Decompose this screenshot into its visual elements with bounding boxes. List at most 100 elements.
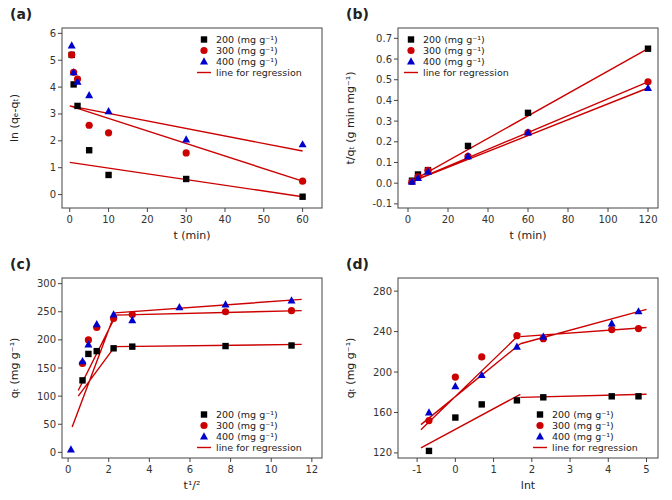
x-tick (230, 458, 231, 462)
panel: (d)-1012345120160200240280lntqₜ (mg g⁻¹)… (344, 256, 658, 492)
y-tick (394, 291, 398, 292)
legend-symbol (536, 432, 544, 439)
x-tick (417, 458, 418, 462)
y-axis-label: qₜ (mg g⁻¹) (8, 338, 21, 399)
y-tick (58, 60, 62, 61)
y-tick-label: 0.4 (376, 95, 392, 106)
legend-label: 200 (mg g⁻¹) (216, 34, 278, 45)
panel-title: (d) (346, 256, 369, 272)
y-tick-label: 280 (373, 286, 392, 297)
plot-frame (62, 28, 322, 208)
y-tick-label: 3 (50, 108, 56, 119)
plot-frame (62, 278, 322, 458)
x-tick (147, 208, 148, 212)
x-axis-label: lnt (521, 479, 536, 492)
y-tick-label: 200 (373, 367, 392, 378)
data-point (288, 307, 295, 314)
data-point (608, 326, 615, 333)
y-tick (394, 141, 398, 142)
data-point (539, 332, 547, 339)
data-point (635, 325, 642, 332)
legend-label: 400 (mg g⁻¹) (216, 431, 278, 442)
x-tick-label: 12 (305, 464, 318, 475)
y-tick (394, 331, 398, 332)
legend: 200 (mg g⁻¹)300 (mg g⁻¹)400 (mg g⁻¹)line… (197, 34, 302, 78)
y-tick (58, 368, 62, 369)
x-tick-label: 1 (490, 464, 496, 475)
x-tick-label: 120 (638, 214, 657, 225)
y-tick (58, 424, 62, 425)
x-tick-label: 2 (529, 464, 535, 475)
legend-label: 300 (mg g⁻¹) (423, 45, 485, 56)
data-point (288, 296, 296, 303)
data-point (70, 68, 78, 75)
y-tick (58, 87, 62, 88)
x-tick-label: 60 (296, 214, 309, 225)
legend-label: line for regression (423, 67, 509, 78)
data-point (608, 319, 616, 326)
regression-line (72, 299, 302, 427)
data-point (182, 135, 190, 142)
x-tick (311, 458, 312, 462)
legend-label: 200 (mg g⁻¹) (423, 34, 485, 45)
regression-line (70, 106, 303, 197)
y-tick-label: 6 (50, 28, 56, 39)
y-tick (58, 113, 62, 114)
y-tick-label: 0.5 (376, 74, 392, 85)
x-tick-label: 10 (102, 214, 115, 225)
legend: 200 (mg g⁻¹)300 (mg g⁻¹)400 (mg g⁻¹)line… (404, 34, 509, 78)
data-point (74, 78, 82, 85)
data-point (86, 147, 92, 153)
plot-data (421, 307, 647, 454)
data-point (69, 52, 75, 58)
legend-symbol (201, 411, 207, 417)
y-tick (58, 452, 62, 453)
data-point (540, 394, 546, 400)
x-tick-label: 40 (219, 214, 232, 225)
y-tick-label: 100 (37, 391, 56, 402)
x-tick (528, 208, 529, 212)
x-tick (108, 458, 109, 462)
y-tick-label: 120 (373, 447, 392, 458)
x-tick (488, 208, 489, 212)
legend-label: line for regression (216, 67, 302, 78)
panel-title: (b) (346, 6, 369, 22)
legend-symbol (533, 447, 547, 448)
data-point (85, 91, 93, 98)
legend-symbol (404, 72, 418, 73)
data-point (175, 303, 183, 310)
x-tick (448, 208, 449, 212)
y-tick (394, 372, 398, 373)
data-point (644, 84, 652, 91)
data-point (68, 51, 75, 58)
y-tick (394, 162, 398, 163)
x-tick (302, 208, 303, 212)
legend-symbol (408, 36, 414, 42)
x-tick-label: 20 (442, 214, 455, 225)
y-tick-label: 4 (50, 82, 56, 93)
data-point (478, 371, 486, 378)
panel: (c)024681012050100150200250300t¹/²qₜ (mg… (8, 256, 322, 492)
legend-symbol (407, 57, 415, 64)
y-tick (394, 452, 398, 453)
legend-label: line for regression (552, 442, 638, 453)
data-point (129, 343, 135, 349)
x-tick-label: 0 (452, 464, 458, 475)
data-point (452, 414, 458, 420)
x-tick-label: 3 (567, 464, 573, 475)
y-tick-label: -0.1 (372, 198, 392, 209)
x-tick (608, 208, 609, 212)
x-tick-label: 2 (106, 464, 112, 475)
plot-frame (398, 278, 658, 458)
x-tick (224, 208, 225, 212)
data-point (525, 110, 531, 116)
data-point (424, 168, 432, 175)
data-point (514, 397, 520, 403)
y-tick-label: 150 (37, 363, 56, 374)
y-tick-label: 160 (373, 407, 392, 418)
legend-symbol (197, 447, 211, 448)
legend: 200 (mg g⁻¹)300 (mg g⁻¹)400 (mg g⁻¹)line… (197, 409, 302, 453)
x-tick-label: 5 (643, 464, 649, 475)
data-point (93, 320, 101, 327)
panel: (a)01020304050600123456t (min)ln (qₑ-qₜ)… (8, 6, 322, 242)
